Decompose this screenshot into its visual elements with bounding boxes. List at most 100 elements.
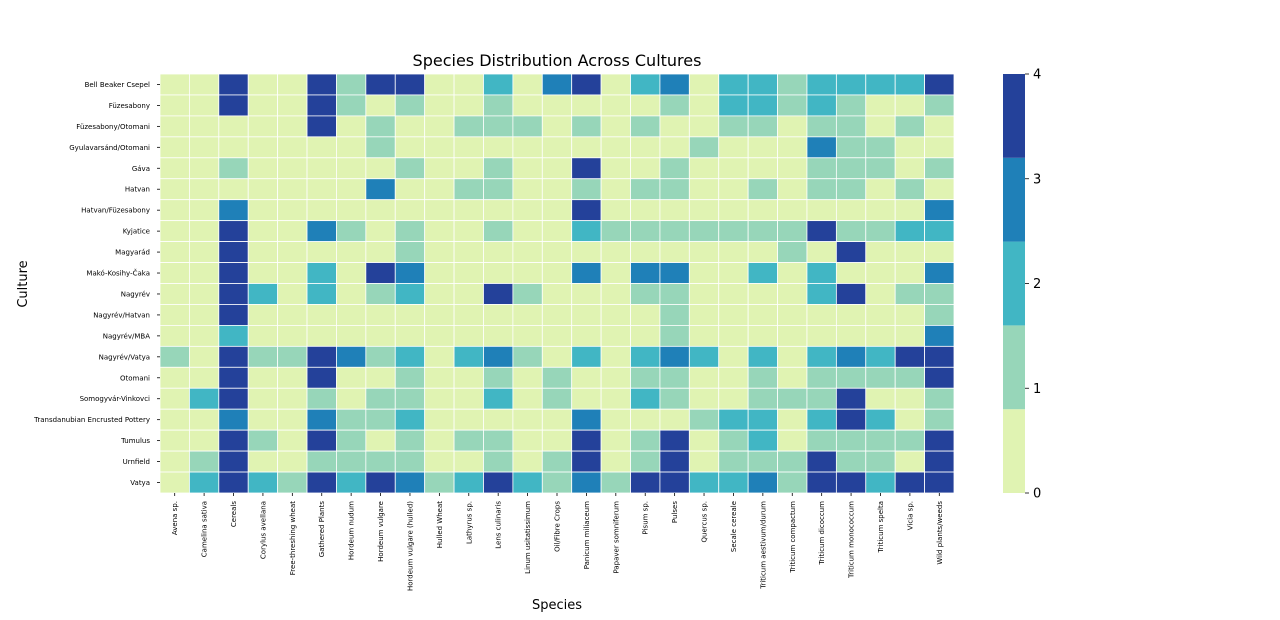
heatmap-cell <box>630 262 661 284</box>
x-tick-label: Quercus sp. <box>701 501 709 542</box>
heatmap-cell <box>483 408 514 431</box>
heatmap-cell <box>571 450 602 473</box>
heatmap-cell <box>424 283 455 305</box>
heatmap-cell <box>247 241 279 263</box>
heatmap-cell <box>924 283 955 305</box>
heatmap-cell <box>777 345 808 368</box>
heatmap-cell <box>747 241 778 263</box>
heatmap-cell <box>189 304 220 326</box>
heatmap-cell <box>865 283 896 305</box>
heatmap-cell <box>777 115 808 138</box>
heatmap-cell <box>541 94 573 117</box>
heatmap-cell <box>453 366 484 389</box>
heatmap-cell <box>571 387 602 410</box>
heatmap-cell <box>306 324 337 347</box>
y-tick-label: Hatvan <box>125 186 150 194</box>
heatmap-cell <box>453 220 484 242</box>
heatmap-cell <box>541 408 573 431</box>
heatmap-cell <box>747 178 778 201</box>
heatmap-cell <box>512 408 543 431</box>
heatmap-cell <box>865 408 896 431</box>
heatmap-cell <box>747 283 778 305</box>
heatmap-cell <box>512 178 543 201</box>
heatmap-cell <box>424 345 455 368</box>
heatmap-cell <box>218 471 249 494</box>
heatmap-cell <box>336 387 367 410</box>
x-axis-label: Species <box>532 598 582 613</box>
heatmap-cell <box>394 73 426 96</box>
heatmap-cell <box>688 471 720 494</box>
heatmap-cell <box>688 178 720 201</box>
heatmap-cell <box>659 408 690 431</box>
heatmap-cell <box>777 73 808 96</box>
heatmap-cell <box>277 262 308 284</box>
heatmap-cell <box>924 429 955 452</box>
heatmap-cell <box>659 429 690 452</box>
heatmap-cell <box>688 324 720 347</box>
heatmap-cell <box>541 178 573 201</box>
heatmap-cell <box>394 199 426 222</box>
heatmap-cell <box>806 241 837 263</box>
x-tick-label: Lathyrus sp. <box>465 501 473 544</box>
heatmap-cell <box>189 366 220 389</box>
heatmap-cell <box>600 157 631 180</box>
heatmap-cell <box>571 178 602 201</box>
heatmap-cell <box>336 199 367 222</box>
heatmap-cell <box>600 366 631 389</box>
heatmap-cell <box>894 324 925 347</box>
heatmap-cell <box>512 115 543 138</box>
heatmap-cell <box>718 387 749 410</box>
heatmap-cell <box>924 366 955 389</box>
heatmap-cell <box>189 471 220 494</box>
heatmap-cell <box>218 262 249 284</box>
heatmap-cell <box>365 94 396 117</box>
heatmap-cell <box>189 178 220 201</box>
heatmap-cell <box>336 450 367 473</box>
y-tick-label: Vatya <box>130 479 150 487</box>
colorbar-tick-label: 1 <box>1033 382 1041 397</box>
heatmap-cell <box>865 387 896 410</box>
heatmap-cell <box>159 262 190 284</box>
heatmap-cell <box>541 115 573 138</box>
heatmap-cell <box>218 136 249 159</box>
heatmap-cell <box>277 199 308 222</box>
heatmap-cell <box>865 157 896 180</box>
heatmap-cell <box>600 304 631 326</box>
heatmap-cell <box>247 366 279 389</box>
heatmap-cell <box>424 157 455 180</box>
x-tick-label: Cereals <box>230 501 238 527</box>
heatmap-cell <box>306 157 337 180</box>
heatmap-cell <box>747 366 778 389</box>
heatmap-cell <box>571 408 602 431</box>
heatmap-cell <box>218 345 249 368</box>
heatmap-cell <box>394 387 426 410</box>
heatmap-cell <box>541 471 573 494</box>
heatmap-cell <box>571 241 602 263</box>
y-tick-label: Nagyrév <box>121 290 150 298</box>
heatmap-cell <box>453 283 484 305</box>
heatmap-cell <box>218 283 249 305</box>
heatmap-cell <box>394 408 426 431</box>
heatmap-cell <box>659 178 690 201</box>
heatmap-cell <box>541 136 573 159</box>
heatmap-cell <box>277 241 308 263</box>
heatmap-cell <box>659 324 690 347</box>
heatmap-cell <box>424 304 455 326</box>
heatmap-cell <box>865 345 896 368</box>
heatmap-cell <box>777 199 808 222</box>
heatmap-cell <box>571 262 602 284</box>
heatmap-cell <box>924 450 955 473</box>
heatmap-cell <box>924 157 955 180</box>
heatmap-cell <box>218 408 249 431</box>
heatmap-cell <box>424 115 455 138</box>
heatmap-cell <box>806 199 837 222</box>
heatmap-cell <box>365 199 396 222</box>
y-tick-label: Füzesabony <box>109 102 150 110</box>
heatmap-cell <box>159 450 190 473</box>
heatmap-cell <box>218 220 249 242</box>
heatmap-cell <box>277 345 308 368</box>
heatmap-cell <box>336 157 367 180</box>
heatmap-cell <box>894 262 925 284</box>
heatmap-cell <box>277 283 308 305</box>
heatmap-cell <box>512 136 543 159</box>
